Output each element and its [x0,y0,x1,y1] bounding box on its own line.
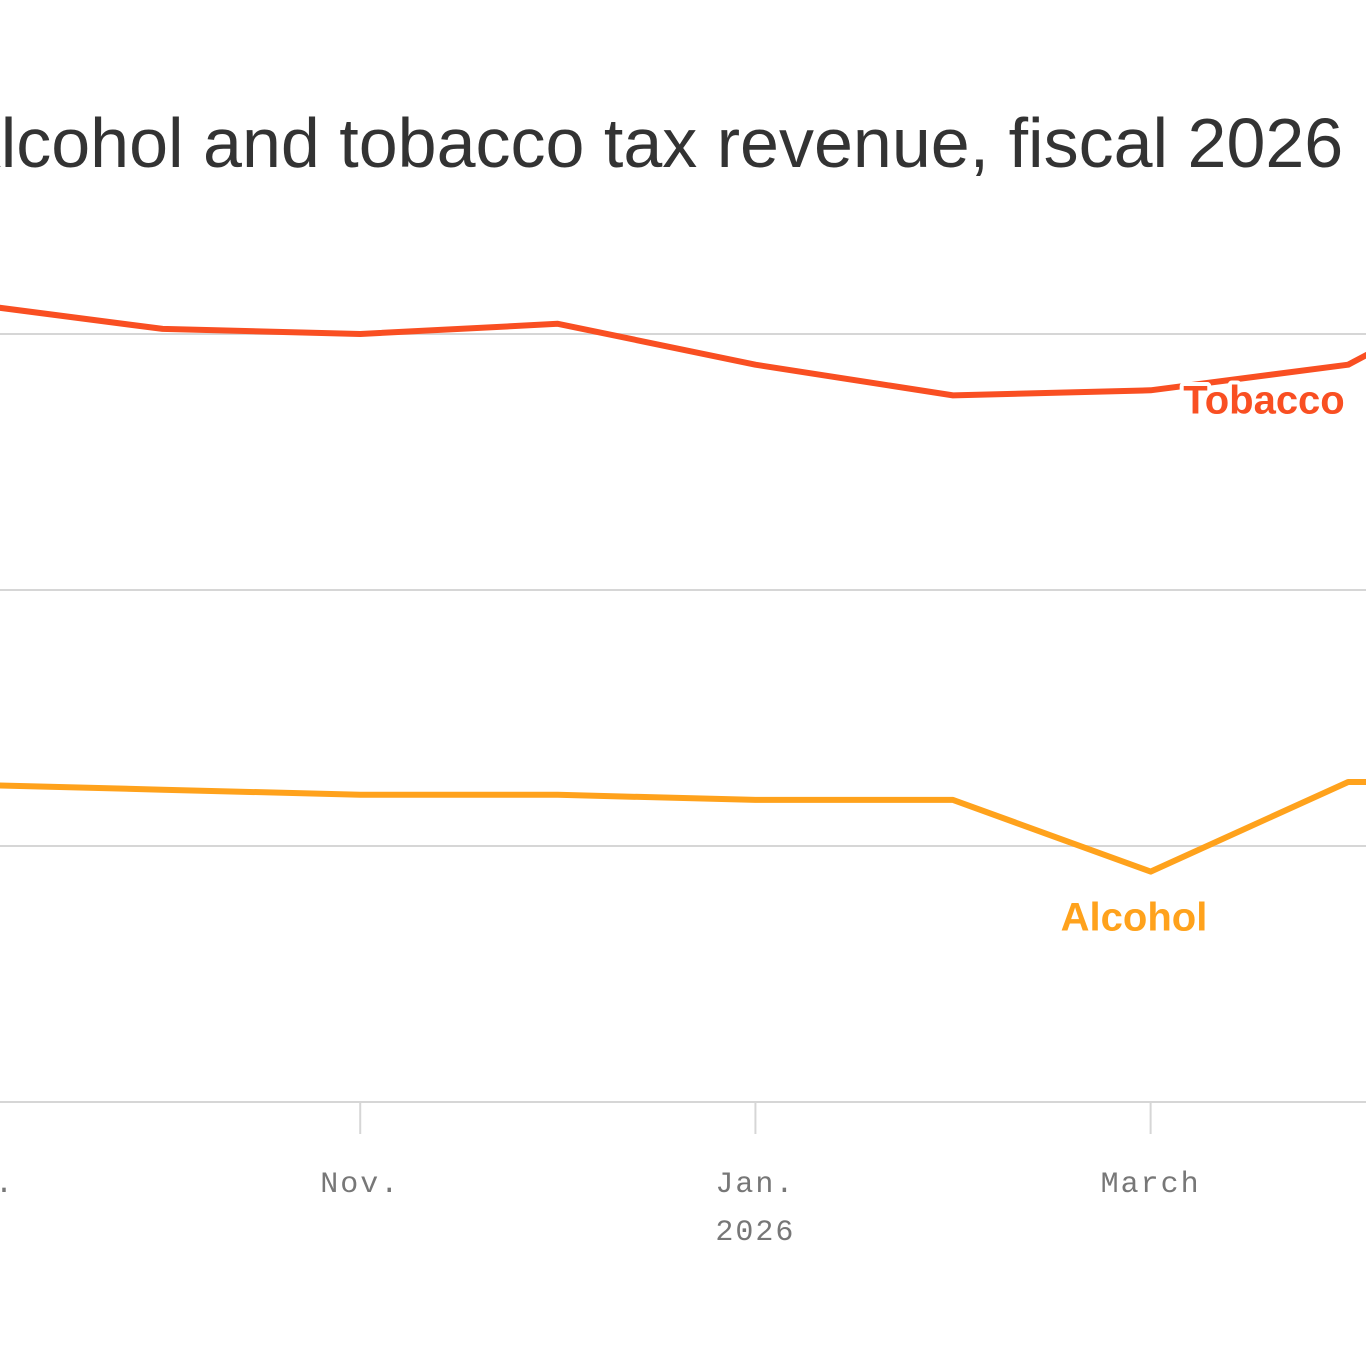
series-label: Tobacco [1183,379,1345,423]
chart-title: Alcohol and tobacco tax revenue, fiscal … [0,104,1343,182]
series-line [0,779,1366,875]
x-tick-label: Jan. [715,1168,795,1202]
x-tick-label: March [1101,1168,1201,1202]
series-line [0,304,1366,399]
x-tick-label: Nov. [320,1168,400,1202]
x-sublabel: 2026 [715,1216,795,1250]
series-label: Alcohol [1061,896,1208,940]
x-tick-label: Sept. [0,1168,15,1202]
